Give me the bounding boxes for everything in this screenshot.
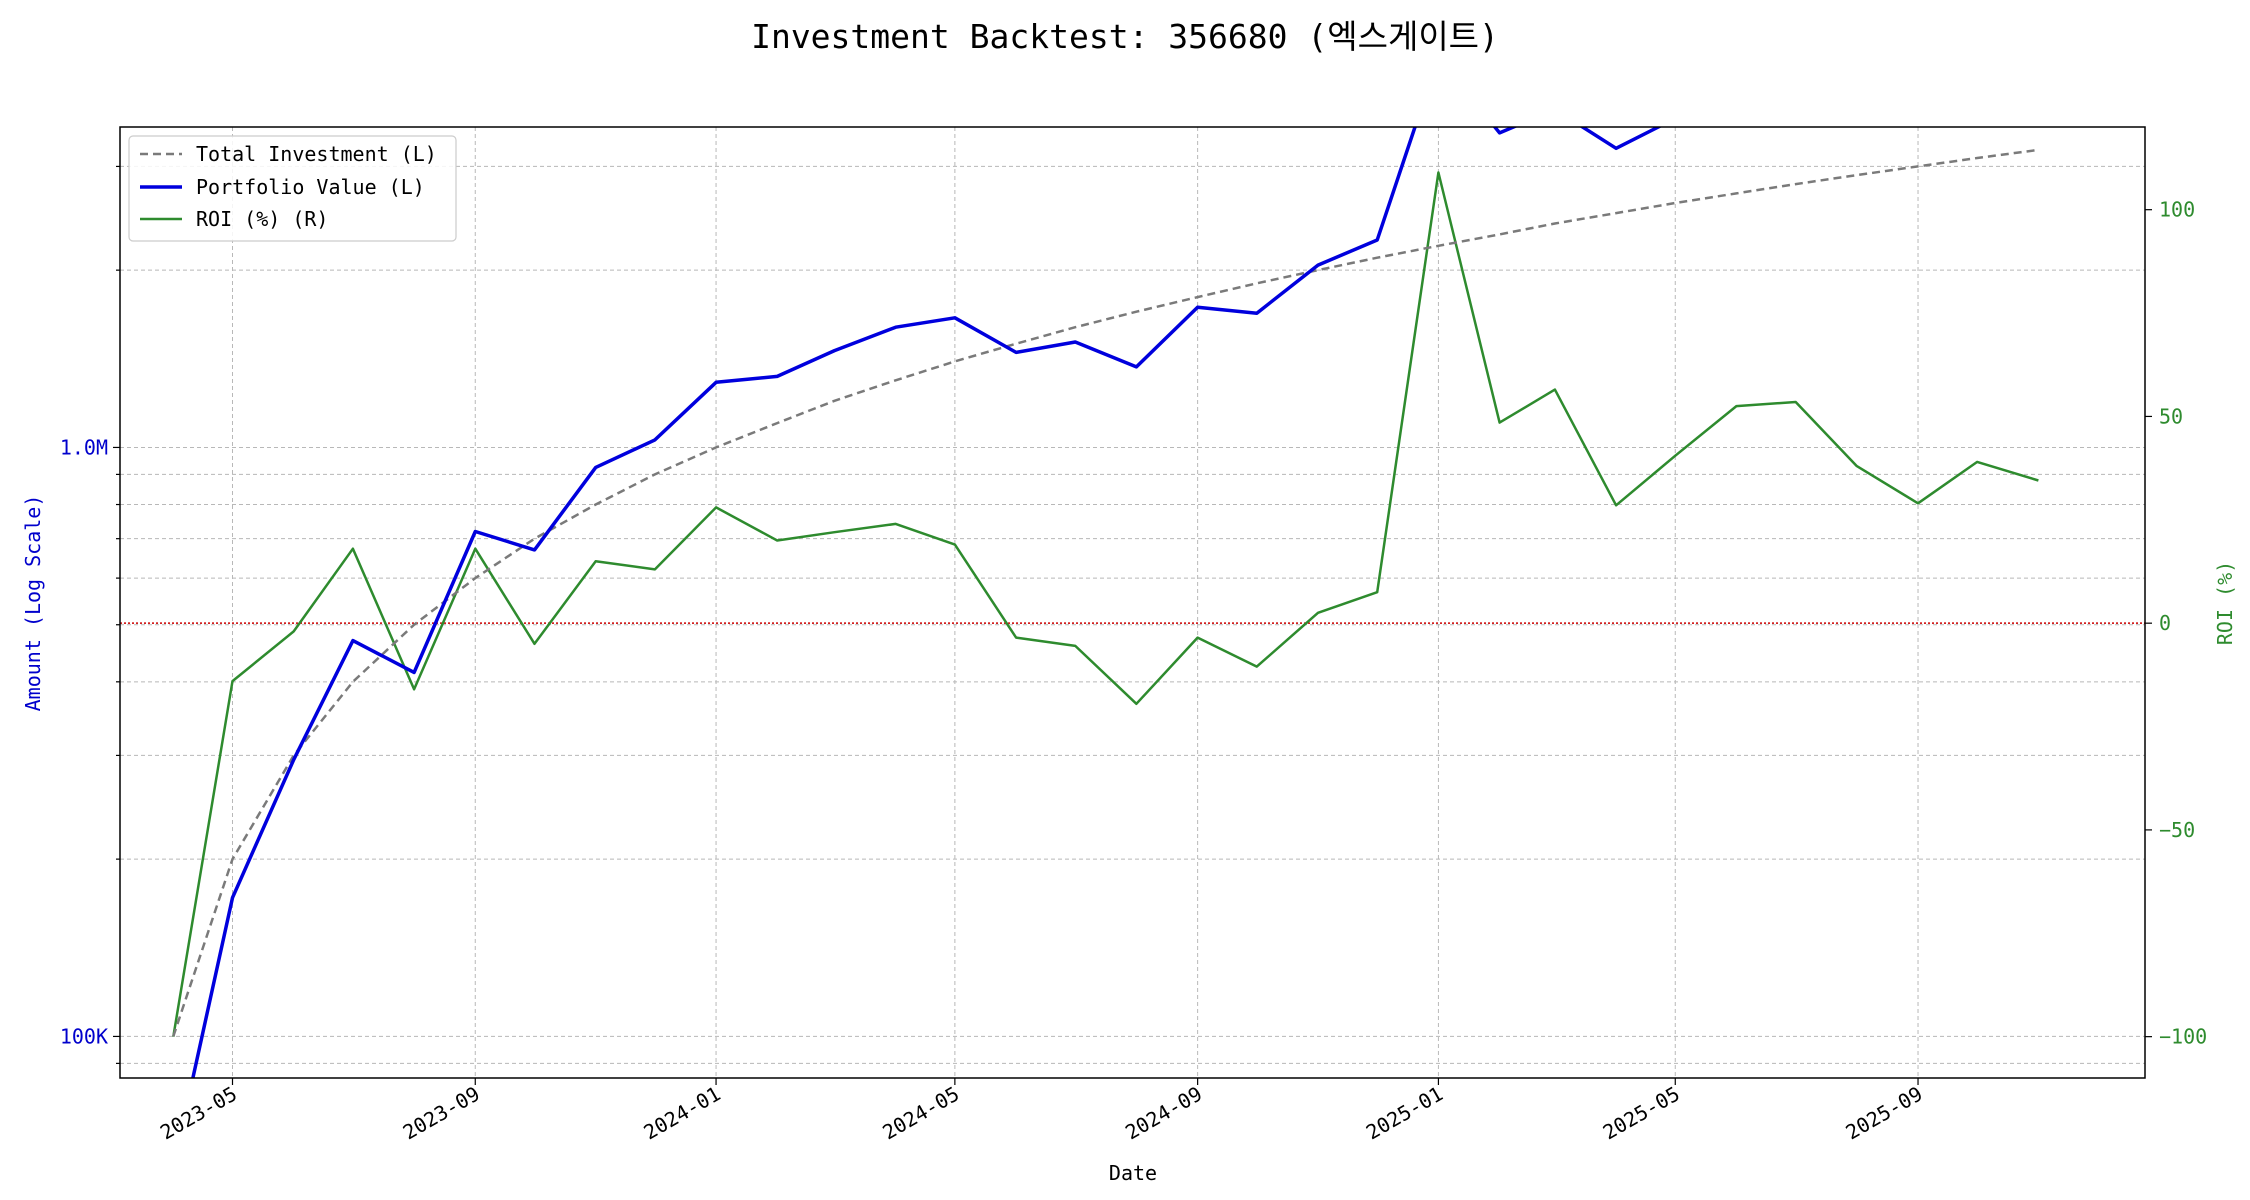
total-investment-line <box>172 148 2039 1037</box>
x-tick-label: 2023-09 <box>399 1082 484 1145</box>
right-tick-label: −50 <box>2159 818 2195 842</box>
portfolio-value-line <box>191 127 1663 1078</box>
legend-label-total-investment: Total Investment (L) <box>196 142 437 166</box>
left-axis-label: Amount (Log Scale) <box>21 495 45 712</box>
x-tick-label: 2025-05 <box>1599 1082 1684 1145</box>
x-tick-label: 2023-05 <box>156 1082 241 1145</box>
right-axis-ticks: −100 −50 0 50 100 <box>2145 198 2207 1049</box>
x-axis-label: Date <box>1109 1161 1157 1185</box>
right-axis-label: ROI (%) <box>2213 561 2237 645</box>
left-tick-label: 1.0M <box>60 435 108 459</box>
chart-title: Investment Backtest: 356680 (엑스게이트) <box>751 17 1499 56</box>
legend-label-portfolio-value: Portfolio Value (L) <box>196 175 425 199</box>
right-tick-label: −100 <box>2159 1025 2207 1049</box>
right-tick-label: 50 <box>2159 404 2183 428</box>
left-tick-label: 100K <box>60 1024 108 1048</box>
x-tick-label: 2024-09 <box>1121 1082 1206 1145</box>
left-axis-ticks: 100K 1.0M <box>60 165 120 1064</box>
legend-label-roi: ROI (%) (R) <box>196 207 328 231</box>
right-tick-label: 100 <box>2159 198 2195 222</box>
roi-line <box>172 171 2039 1037</box>
legend-box <box>128 135 457 242</box>
x-tick-label: 2024-05 <box>878 1082 963 1145</box>
x-tick-label: 2024-01 <box>640 1082 725 1145</box>
legend: Total Investment (L) Portfolio Value (L)… <box>128 135 457 242</box>
plot-frame <box>119 126 2146 1079</box>
series-layer <box>172 127 2039 1078</box>
right-tick-label: 0 <box>2159 611 2171 635</box>
x-tick-label: 2025-09 <box>1842 1082 1927 1145</box>
x-tick-label: 2025-01 <box>1362 1082 1447 1145</box>
grid-lines <box>120 127 2145 1078</box>
x-axis-ticks: 2023-05 2023-09 2024-01 2024-05 2024-09 2025-… <box>156 1078 1927 1144</box>
